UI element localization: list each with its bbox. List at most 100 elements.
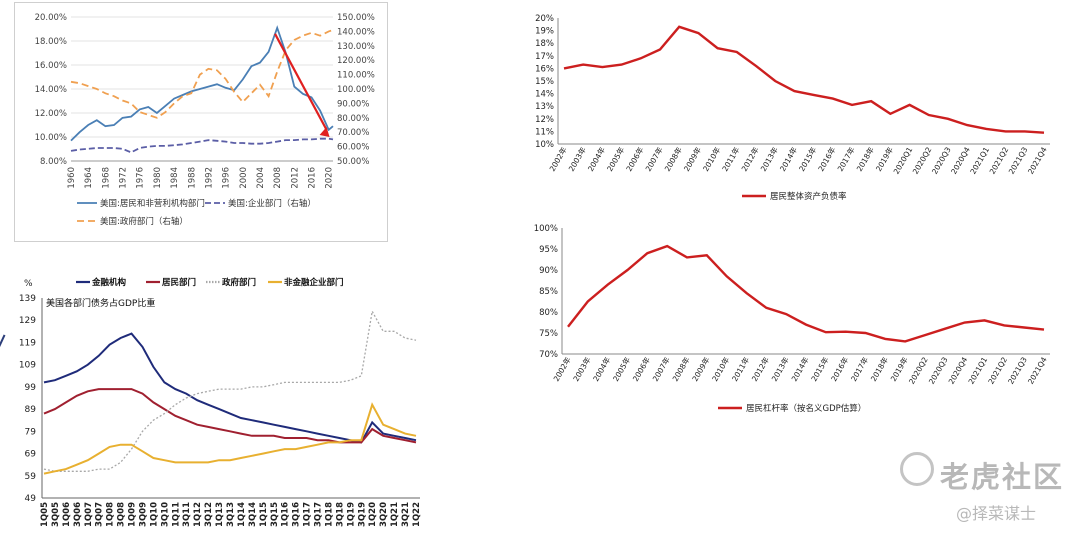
y-tick-label: 70% — [539, 350, 558, 360]
chart2-svg: % 美国各部门债务占GDP比重 49 59 69 79 89 99 109 119 129 139 1Q… — [19, 277, 422, 527]
y-tick-label: 90% — [539, 266, 558, 276]
watermark-brand: 老虎社区 — [940, 460, 1065, 494]
x-tick-label: 2013年 — [769, 355, 791, 383]
x-tick-label: 2018年 — [868, 355, 890, 383]
x-tick-label: 2000 — [239, 167, 249, 189]
y-tick-label: 75% — [539, 329, 558, 339]
watermark-author: @择菜谋士 — [956, 504, 1037, 523]
x-tick-label: 3Q18 — [335, 502, 345, 527]
x-tick-label: 1Q06 — [62, 502, 72, 527]
legend-label: 美国:政府部门（右轴） — [100, 216, 188, 227]
x-tick-label: 2017年 — [848, 355, 870, 383]
x-tick-label: 3Q12 — [204, 502, 214, 527]
unit-label: % — [24, 279, 33, 289]
y-left-tick-label: 18.00% — [35, 37, 67, 47]
annotation-arrow-head — [319, 127, 330, 137]
series-line — [70, 29, 334, 119]
y-tick-label: 139 — [19, 294, 36, 304]
y-left-tick-label: 12.00% — [35, 109, 67, 119]
y-right-tick-label: 110.00% — [337, 71, 375, 81]
x-tick-label: 1Q19 — [346, 502, 356, 527]
series-line — [43, 402, 417, 475]
y-right-tick-label: 70.00% — [337, 128, 369, 138]
y-right-tick-label: 130.00% — [337, 42, 375, 52]
chart4-svg: 70%75%80%85%90%95%100%2002年2003年2004年200… — [534, 224, 1050, 414]
y-tick-label: 11% — [535, 127, 554, 137]
x-tick-label: 1Q12 — [193, 502, 203, 527]
y-right-tick-label: 100.00% — [337, 85, 375, 95]
y-right-tick-label: 90.00% — [337, 99, 369, 109]
y-tick-label: 89 — [25, 405, 37, 415]
chart-us-sector-debt-ratio: 8.00% 10.00% 12.00% 14.00% 16.00% 18.00% 20.00… — [14, 2, 388, 242]
x-tick-label: 1968 — [101, 167, 111, 189]
tiger-logo-icon — [900, 452, 934, 486]
legend-label: 居民杠杆率（按名义GDP估算） — [746, 403, 866, 414]
x-tick-label: 3Q13 — [226, 502, 236, 527]
y-tick-label: 15% — [535, 77, 554, 87]
y-right-tick-label: 120.00% — [337, 56, 375, 66]
x-tick-label: 3Q21 — [401, 502, 411, 527]
x-tick-label: 2016 — [308, 167, 318, 189]
x-tick-label: 2011年 — [729, 355, 751, 383]
x-tick-label: 2009年 — [690, 355, 712, 383]
x-tick-label: 1Q14 — [237, 502, 247, 527]
y-tick-label: 99 — [25, 383, 37, 393]
x-tick-label: 3Q06 — [73, 502, 83, 527]
x-tick-label: 3Q05 — [51, 502, 61, 527]
annotation-arrow-shaft — [274, 33, 328, 131]
x-tick-label: 2014年 — [789, 355, 811, 383]
x-tick-label: 1976 — [136, 167, 146, 189]
x-tick-label: 1Q09 — [128, 502, 138, 527]
x-tick-label: 2004 — [256, 167, 266, 189]
y-tick-label: 14% — [535, 90, 554, 100]
series-line — [43, 332, 417, 444]
y-tick-label: 95% — [539, 245, 558, 255]
y-tick-label: 79 — [25, 427, 37, 437]
y-tick-label: 10% — [535, 140, 554, 150]
y-tick-label: 12% — [535, 115, 554, 125]
y-right-tick-label: 150.00% — [337, 13, 375, 23]
x-tick-label: 2015年 — [809, 355, 831, 383]
x-tick-label: 1Q11 — [171, 502, 181, 527]
chart1-svg: 8.00% 10.00% 12.00% 14.00% 16.00% 18.00% 20.00… — [35, 13, 375, 227]
x-tick-label: 2021Q4 — [1026, 145, 1049, 175]
y-tick-label: 119 — [19, 338, 36, 348]
y-left-tick-label: 14.00% — [35, 85, 67, 95]
y-right-tick-label: 60.00% — [337, 143, 369, 153]
y-tick-label: 109 — [19, 361, 36, 371]
x-tick-label: 3Q19 — [357, 502, 367, 527]
y-tick-label: 16% — [535, 64, 554, 74]
x-tick-label: 1972 — [119, 167, 129, 189]
x-tick-label: 3Q14 — [248, 502, 258, 527]
x-tick-label: 3Q07 — [95, 502, 105, 527]
x-tick-label: 2012年 — [749, 355, 771, 383]
series-line — [563, 25, 1045, 134]
x-tick-label: 3Q09 — [138, 502, 148, 527]
y-right-tick-label: 50.00% — [337, 157, 369, 167]
x-tick-label: 1Q05 — [40, 502, 50, 527]
x-tick-label: 1Q21 — [390, 502, 400, 527]
y-tick-label: 18% — [535, 39, 554, 49]
y-tick-label: 85% — [539, 287, 558, 297]
y-tick-label: 19% — [535, 27, 554, 37]
x-tick-label: 1996 — [222, 167, 232, 189]
series-line — [43, 388, 417, 444]
x-tick-label: 1Q08 — [106, 502, 116, 527]
x-tick-label: 3Q08 — [117, 502, 127, 527]
y-tick-label: 100% — [534, 224, 558, 234]
x-tick-label: 3Q10 — [160, 502, 170, 527]
x-tick-label: 1992 — [204, 167, 214, 189]
x-tick-label: 2004年 — [590, 355, 612, 383]
x-tick-label: 3Q15 — [270, 502, 280, 527]
y-tick-label: 69 — [25, 450, 37, 460]
x-tick-label: 2010年 — [709, 355, 731, 383]
x-tick-label: 3Q17 — [314, 502, 324, 527]
x-tick-label: 1Q16 — [281, 502, 291, 527]
x-tick-label: 1Q17 — [303, 502, 313, 527]
x-tick-label: 2019年 — [888, 355, 910, 383]
x-tick-label: 2006年 — [630, 355, 652, 383]
y-right-tick-label: 140.00% — [337, 27, 375, 37]
y-left-tick-label: 16.00% — [35, 61, 67, 71]
y-tick-label: 49 — [25, 494, 37, 504]
chart-household-leverage: 70% 75% 80% 85% 90% 95% 100% 2002年 2003年 2004年 200… — [520, 218, 1060, 418]
